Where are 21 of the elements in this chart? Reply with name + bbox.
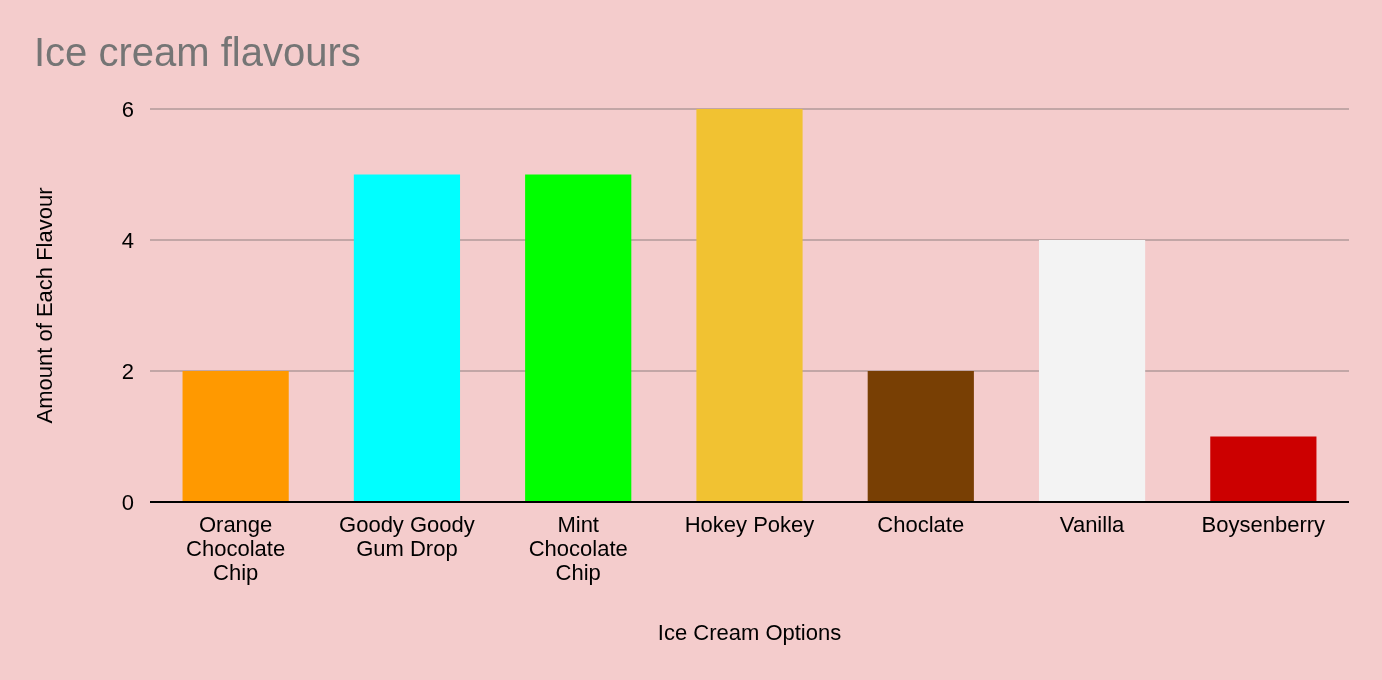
y-tick-label: 4	[121, 227, 134, 253]
bar	[1210, 436, 1317, 502]
x-axis-title: Ice Cream Options	[657, 620, 842, 645]
bar	[1038, 240, 1146, 502]
y-axis-title: Amount of Each Flavour	[32, 187, 57, 424]
y-tick-label: 6	[121, 96, 134, 122]
x-tick-label: Boysenberry	[1201, 512, 1326, 537]
x-tick-label: Choclate	[877, 512, 965, 537]
bar	[353, 174, 461, 502]
x-tick-label: Orange Chocolate Chip	[186, 512, 286, 585]
x-tick-label: Mint Chocolate Chip	[528, 512, 628, 585]
chart-title: Ice cream flavours	[34, 30, 361, 74]
x-tick-label: Hokey Pokey	[684, 512, 815, 537]
bar	[182, 371, 289, 502]
bar	[525, 174, 632, 502]
bar	[696, 109, 803, 502]
y-tick-label: 0	[121, 489, 134, 515]
bar	[867, 371, 974, 502]
y-tick-label: 2	[121, 358, 134, 384]
x-tick-label: Vanilla	[1059, 512, 1126, 537]
x-tick-label: Goody Goody Gum Drop	[339, 512, 475, 561]
